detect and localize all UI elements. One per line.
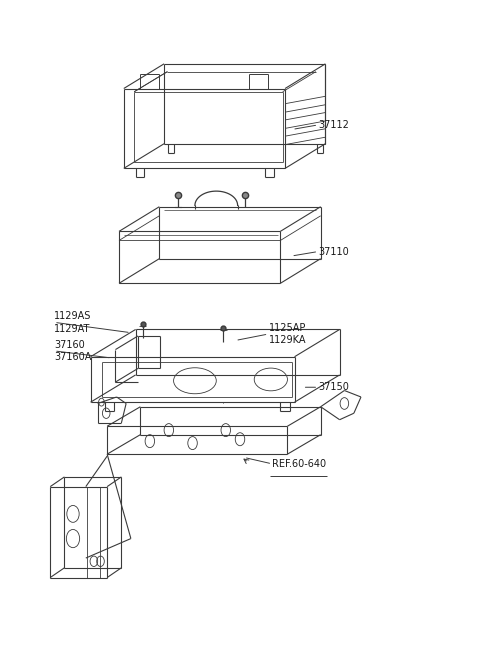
Text: 37150: 37150 <box>318 383 349 392</box>
Text: 1129AS
1129AT: 1129AS 1129AT <box>54 311 91 333</box>
Text: 37112: 37112 <box>318 120 349 130</box>
Text: 1125AP
1129KA: 1125AP 1129KA <box>268 323 306 345</box>
Text: 37160
37160A: 37160 37160A <box>54 340 91 362</box>
Text: REF.60-640: REF.60-640 <box>272 459 326 469</box>
Text: 37110: 37110 <box>318 246 349 257</box>
